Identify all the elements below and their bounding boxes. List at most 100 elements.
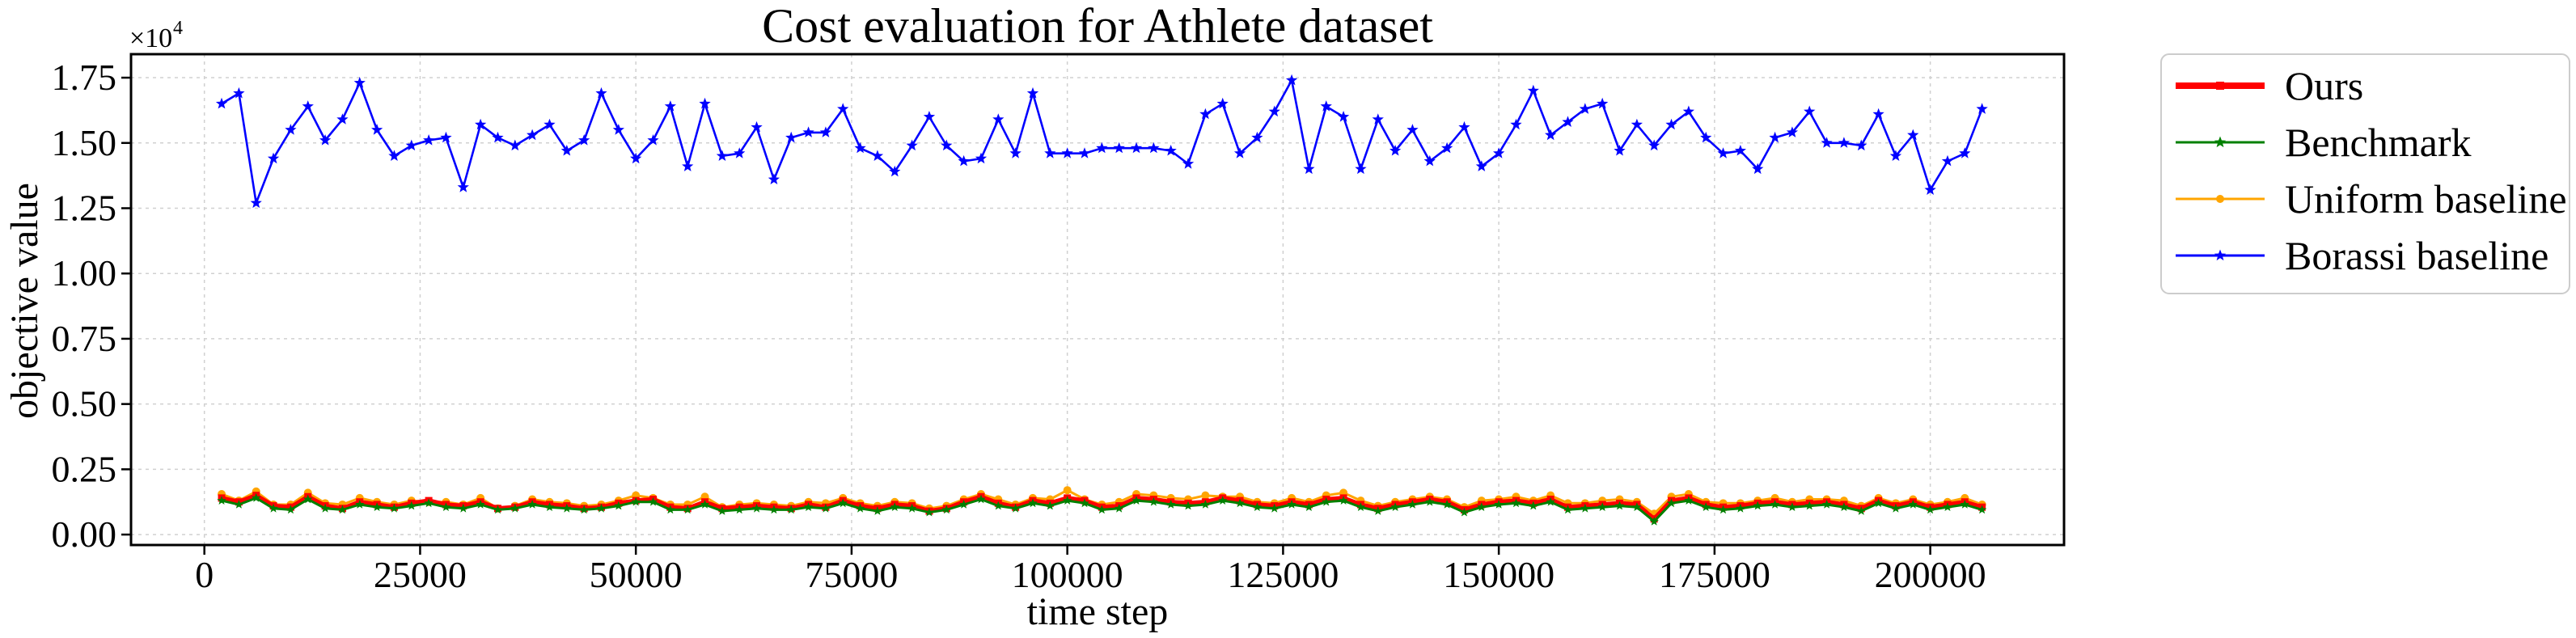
data-point-borassi-baseline xyxy=(819,126,831,137)
data-point-benchmark xyxy=(1925,505,1935,514)
data-point-benchmark xyxy=(907,503,917,513)
data-point-benchmark xyxy=(217,496,226,505)
data-point-benchmark xyxy=(562,503,572,513)
data-point-benchmark xyxy=(803,502,814,511)
data-point-benchmark xyxy=(1373,506,1383,515)
data-point-borassi-baseline xyxy=(1614,145,1626,156)
data-point-benchmark xyxy=(1028,498,1038,508)
data-point-borassi-baseline xyxy=(1216,97,1229,109)
y-tick-label: 1.25 xyxy=(52,187,117,228)
data-point-benchmark xyxy=(734,505,744,514)
legend-marker xyxy=(2216,82,2224,90)
data-point-borassi-baseline xyxy=(1648,139,1660,151)
data-point-benchmark xyxy=(941,505,951,514)
data-point-borassi-baseline xyxy=(1285,74,1298,86)
data-point-benchmark xyxy=(1235,498,1245,508)
data-point-benchmark xyxy=(924,507,934,517)
data-point-benchmark xyxy=(407,501,417,510)
data-point-borassi-baseline xyxy=(1458,120,1470,133)
data-point-borassi-baseline xyxy=(1734,145,1746,156)
data-point-borassi-baseline xyxy=(1233,147,1246,158)
data-point-benchmark xyxy=(1425,496,1435,506)
data-point-uniform-baseline xyxy=(1201,491,1210,500)
data-point-borassi-baseline xyxy=(992,113,1005,125)
data-point-benchmark xyxy=(596,503,607,513)
legend-item-uniform-baseline: Uniform baseline xyxy=(2176,176,2567,222)
data-point-borassi-baseline xyxy=(285,124,297,135)
data-point-borassi-baseline xyxy=(1907,129,1919,141)
data-point-benchmark xyxy=(1080,498,1089,508)
data-point-borassi-baseline xyxy=(509,139,521,151)
data-point-benchmark xyxy=(1546,496,1555,506)
data-point-benchmark xyxy=(1270,503,1280,513)
data-point-borassi-baseline xyxy=(1372,113,1384,125)
data-point-benchmark xyxy=(700,500,710,509)
data-point-borassi-baseline xyxy=(1026,87,1039,99)
data-point-benchmark xyxy=(1839,502,1849,511)
data-point-benchmark xyxy=(1529,501,1538,510)
data-point-benchmark xyxy=(1459,507,1470,517)
data-point-benchmark xyxy=(544,502,555,511)
data-point-benchmark xyxy=(648,496,658,506)
data-point-borassi-baseline xyxy=(664,100,676,112)
data-point-benchmark xyxy=(234,500,244,509)
y-scale-multiplier: ×10 4 xyxy=(129,18,183,53)
legend-item-benchmark: Benchmark xyxy=(2176,120,2471,165)
data-point-benchmark xyxy=(1649,516,1659,526)
data-point-benchmark xyxy=(1183,501,1193,510)
legend-marker xyxy=(2214,136,2227,148)
x-tick-label: 125000 xyxy=(1227,554,1339,595)
data-point-borassi-baseline xyxy=(388,150,400,161)
data-point-borassi-baseline xyxy=(233,87,245,99)
x-tick-label: 0 xyxy=(195,554,214,595)
data-point-benchmark xyxy=(1010,503,1021,513)
y-tick-label: 0.25 xyxy=(52,448,117,489)
data-point-benchmark xyxy=(786,505,796,514)
data-point-benchmark xyxy=(269,503,278,513)
data-point-benchmark xyxy=(1614,501,1625,510)
data-point-benchmark xyxy=(1873,498,1884,508)
data-point-borassi-baseline xyxy=(1423,154,1436,167)
data-point-benchmark xyxy=(337,505,348,514)
data-point-benchmark xyxy=(1477,502,1487,511)
data-point-borassi-baseline xyxy=(544,118,556,130)
x-tick-label: 150000 xyxy=(1443,554,1554,595)
data-point-benchmark xyxy=(1390,502,1400,511)
data-point-benchmark xyxy=(1252,502,1263,511)
data-point-borassi-baseline xyxy=(1786,126,1798,137)
series-borassi-baseline xyxy=(215,74,1988,209)
data-point-benchmark xyxy=(1322,496,1331,506)
data-point-benchmark xyxy=(873,506,882,515)
data-point-benchmark xyxy=(459,503,468,513)
data-point-borassi-baseline xyxy=(889,165,901,177)
y-tick-label: 0.00 xyxy=(52,513,117,555)
data-point-borassi-baseline xyxy=(1320,100,1332,112)
data-point-benchmark xyxy=(389,503,400,513)
data-point-benchmark xyxy=(252,492,261,502)
data-point-benchmark xyxy=(769,505,779,514)
data-point-benchmark xyxy=(1960,500,1969,509)
data-point-borassi-baseline xyxy=(1872,108,1884,120)
data-point-borassi-baseline xyxy=(492,131,504,143)
data-point-borassi-baseline xyxy=(1804,105,1816,117)
data-point-borassi-baseline xyxy=(353,77,366,88)
y-scale-base: ×10 xyxy=(129,23,172,53)
x-tick-label: 200000 xyxy=(1875,554,1986,595)
x-tick-label: 50000 xyxy=(590,554,683,595)
y-tick-label: 1.50 xyxy=(52,122,117,163)
data-point-benchmark xyxy=(372,502,382,511)
x-axis-label: time step xyxy=(1027,590,1169,633)
data-point-borassi-baseline xyxy=(560,145,573,156)
legend-label: Uniform baseline xyxy=(2285,176,2567,222)
y-tick-label: 1.75 xyxy=(52,57,117,98)
legend-item-ours: Ours xyxy=(2176,63,2363,108)
data-point-borassi-baseline xyxy=(250,196,262,209)
data-point-benchmark xyxy=(1218,496,1228,505)
data-point-borassi-baseline xyxy=(923,111,936,122)
x-tick-label: 100000 xyxy=(1012,554,1123,595)
data-point-borassi-baseline xyxy=(1752,163,1764,175)
data-point-benchmark xyxy=(993,501,1003,510)
series-benchmark xyxy=(217,492,1987,526)
data-point-benchmark xyxy=(1666,498,1677,508)
data-point-borassi-baseline xyxy=(1390,145,1402,156)
